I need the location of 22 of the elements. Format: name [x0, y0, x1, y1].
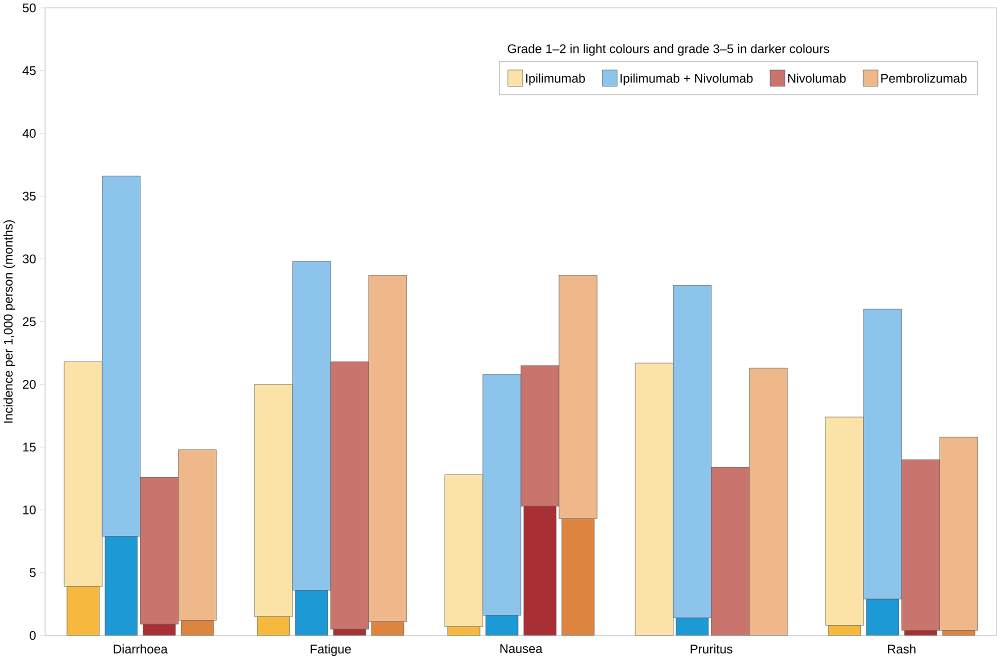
x-tick-label: Rash — [888, 644, 916, 654]
y-tick-label: 20 — [22, 380, 36, 389]
y-axis-title: Incidence per 1,000 person (months) — [3, 220, 16, 422]
x-tick-label: Fatigue — [310, 644, 351, 656]
y-tick-label: 40 — [22, 128, 36, 138]
y-tick-label: 45 — [22, 66, 36, 75]
y-tick-label: 15 — [23, 442, 36, 452]
x-tick-label: Pruritus — [690, 644, 732, 654]
x-tick-label: Diarrhoea — [114, 644, 168, 654]
y-tick-label: 5 — [30, 568, 36, 577]
legend-label: Nivolumab — [788, 73, 846, 83]
x-tick-label: Nausea — [500, 644, 542, 653]
legend-label: Ipilimumab — [526, 73, 585, 86]
legend-label: Pembrolizumab — [881, 73, 967, 83]
y-tick-label: 10 — [23, 505, 36, 514]
y-tick-label: 30 — [22, 254, 36, 264]
y-tick-label: 0 — [30, 630, 36, 640]
y-tick-label: 50 — [22, 3, 36, 12]
y-tick-label: 25 — [22, 317, 36, 326]
y-tick-label: 35 — [22, 192, 36, 200]
legend-label: Ipilimumab + Nivolumab — [620, 73, 753, 86]
legend-title: Grade 1–2 in light colours and grade 3–5 in darker colours — [508, 44, 830, 56]
